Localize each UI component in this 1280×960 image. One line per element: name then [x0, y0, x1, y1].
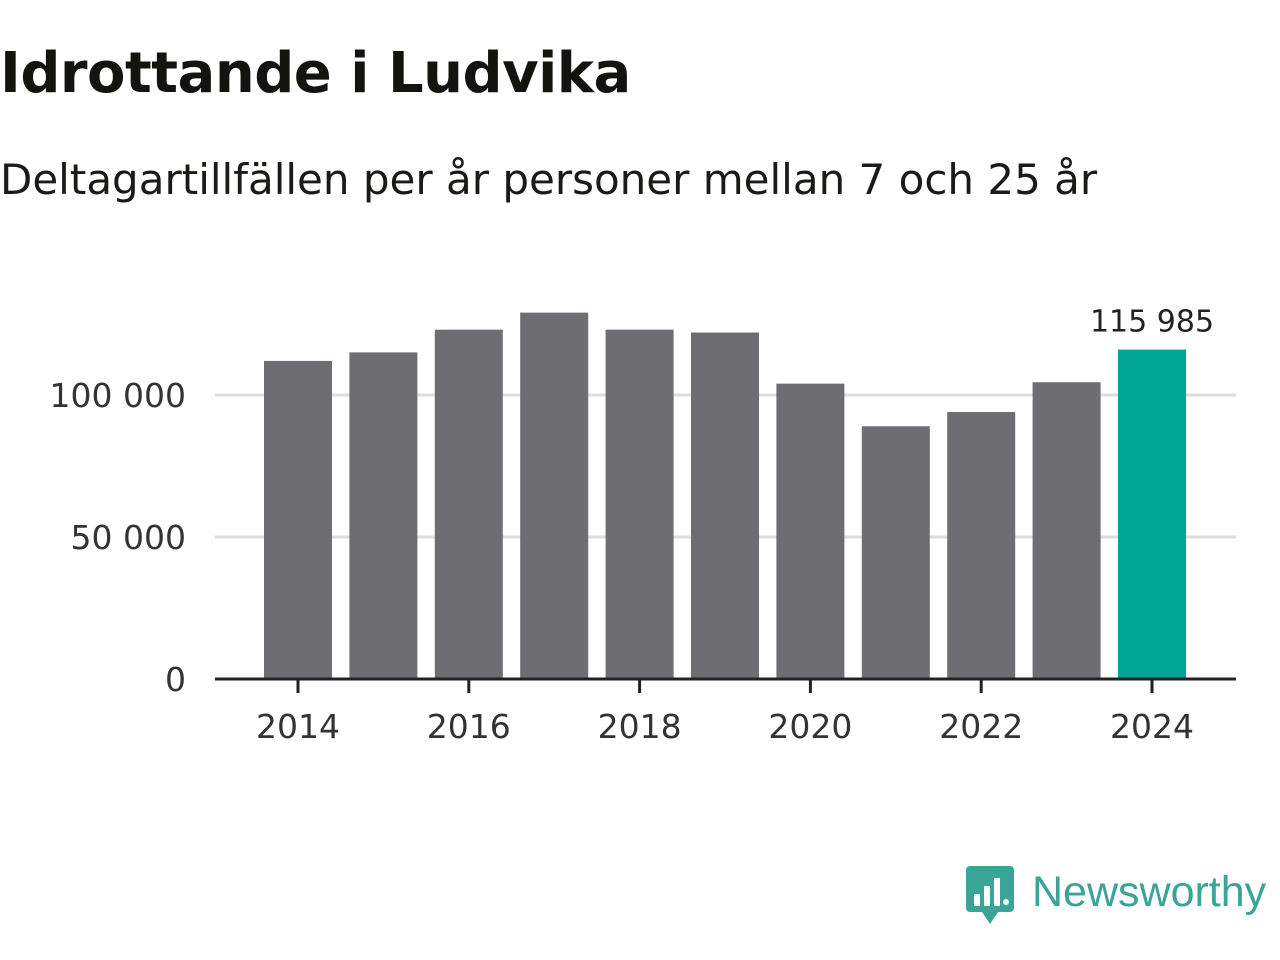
bar-2019: [691, 332, 759, 679]
bar-2018: [605, 329, 674, 679]
chart-title: Idrottande i Ludvika: [0, 41, 631, 106]
x-tick-label: 2018: [598, 707, 682, 746]
y-axis-ticks: 0 50 000 100 000: [50, 376, 186, 699]
x-tick-label: 2014: [256, 707, 340, 746]
brand-logo: Newsworthy: [964, 864, 1266, 926]
bar-2022: [947, 412, 1016, 679]
bar-2017: [520, 312, 589, 679]
newsworthy-logo-icon: [966, 866, 1014, 924]
bar-2020: [776, 383, 845, 679]
bar-2024: [1118, 349, 1186, 679]
x-tick-label: 2024: [1110, 707, 1194, 746]
x-tick-label: 2022: [939, 707, 1023, 746]
x-axis-ticks: 2014 2016 2018 2020 2022 2024: [256, 679, 1194, 746]
data-label-2024: 115 985: [1090, 305, 1214, 340]
annotations: 115 985: [1090, 305, 1214, 340]
x-tick-label: 2020: [768, 707, 852, 746]
y-tick-label: 0: [165, 660, 186, 699]
bar-2014: [264, 360, 332, 679]
x-tick-label: 2016: [427, 707, 511, 746]
bars: [264, 312, 1186, 679]
bar-2015: [349, 352, 418, 679]
bar-2021: [861, 426, 930, 679]
bar-2023: [1032, 382, 1101, 679]
bar-2016: [434, 329, 503, 679]
brand-name: Newsworthy: [1032, 868, 1267, 916]
y-tick-label: 50 000: [71, 518, 186, 557]
chart-subtitle: Deltagartillfällen per år personer mella…: [0, 155, 1098, 204]
y-tick-label: 100 000: [50, 376, 186, 415]
